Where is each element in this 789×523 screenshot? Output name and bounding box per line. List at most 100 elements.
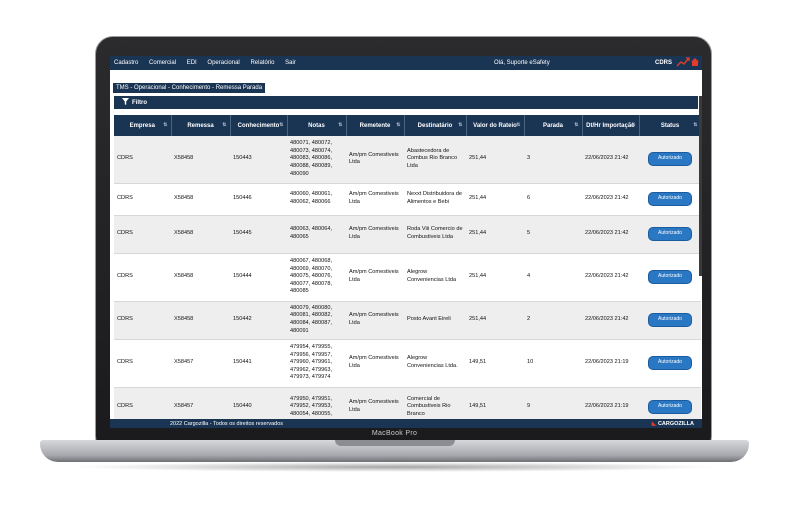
status-button[interactable]: Autorizado bbox=[648, 400, 692, 414]
scrollbar[interactable] bbox=[699, 96, 702, 276]
table-row[interactable]: CDRS X58458 150442 480079, 480080, 480081, … bbox=[114, 301, 701, 340]
breadcrumb: TMS - Operacional - Conhecimento - Remes… bbox=[113, 83, 266, 93]
sort-icon: ⇅ bbox=[222, 122, 227, 128]
menu-item-sair[interactable]: Sair bbox=[285, 60, 296, 66]
table-cell: CDRS bbox=[114, 339, 171, 388]
table-cell: 150444 bbox=[230, 253, 287, 302]
status-button[interactable]: Autorizado bbox=[648, 227, 692, 241]
table-cell: Am/pm Comestiveis Ltda bbox=[346, 339, 404, 388]
table-cell: Posto Avant Eireli bbox=[404, 301, 466, 340]
status-button[interactable]: Autorizado bbox=[648, 270, 692, 284]
table-cell: 22/06/2023 21:42 bbox=[582, 215, 639, 254]
status-button[interactable]: Autorizado bbox=[648, 356, 692, 370]
table-cell: CDRS bbox=[114, 183, 171, 216]
table-row[interactable]: CDRS X58458 150444 480067, 480068, 480069, … bbox=[114, 253, 701, 302]
table-cell: Nexxt Distribuidora de Alimentos e Bebi bbox=[404, 183, 466, 216]
table-cell: Alegrow Conveniencias Ltda. bbox=[404, 339, 466, 388]
top-navbar: Cadastro Comercial EDI Operacional Relat… bbox=[110, 56, 702, 70]
welcome-text: Olá, Suporte eSafety bbox=[494, 60, 550, 66]
table-row[interactable]: CDRS X58457 150441 479954, 479955, 479956, … bbox=[114, 339, 701, 388]
menu-item-cadastro[interactable]: Cadastro bbox=[114, 60, 139, 66]
table-cell: X58458 bbox=[171, 183, 230, 216]
shipments-table: Empresa ⇅ Remessa ⇅ Conhecimento ⇅ Notas ⇅ R… bbox=[114, 115, 702, 428]
table-cell: 480060, 480061, 480062, 480066 bbox=[287, 183, 346, 216]
table-cell: 22/06/2023 21:42 bbox=[582, 301, 639, 340]
table-cell: 150445 bbox=[230, 215, 287, 254]
screen: Cadastro Comercial EDI Operacional Relat… bbox=[110, 56, 702, 428]
main-menu: Cadastro Comercial EDI Operacional Relat… bbox=[114, 60, 305, 66]
table-cell: X58458 bbox=[171, 136, 230, 184]
table-cell: 150442 bbox=[230, 301, 287, 340]
table-cell: Autorizado bbox=[639, 339, 701, 388]
sort-icon: ⇅ bbox=[338, 122, 343, 128]
sort-icon: ⇅ bbox=[279, 122, 284, 128]
table-cell: 479954, 479955, 479956, 479957, 479960, … bbox=[287, 339, 346, 388]
column-header[interactable]: Dt/Hr Importação ⇅ bbox=[582, 115, 640, 136]
column-header[interactable]: Status ⇅ bbox=[639, 115, 702, 136]
footer: 2022 Cargozilla - Todos os direitos rese… bbox=[110, 419, 702, 428]
table-row[interactable]: CDRS X58458 150445 480063, 480064, 480065 Am… bbox=[114, 215, 701, 254]
column-header[interactable]: Valor do Rateio ⇅ bbox=[466, 115, 525, 136]
table-cell: X58457 bbox=[171, 339, 230, 388]
table-cell: 10 bbox=[524, 339, 582, 388]
table-cell: 2 bbox=[524, 301, 582, 340]
filter-bar[interactable]: Filtro bbox=[114, 96, 698, 109]
table-cell: 480071, 480072, 480073, 480074, 480083, … bbox=[287, 136, 346, 184]
column-header[interactable]: Notas ⇅ bbox=[287, 115, 347, 136]
table-cell: 3 bbox=[524, 136, 582, 184]
table-header-row: Empresa ⇅ Remessa ⇅ Conhecimento ⇅ Notas ⇅ R… bbox=[114, 115, 702, 136]
chart-icon[interactable] bbox=[676, 57, 690, 69]
table-cell: 5 bbox=[524, 215, 582, 254]
table-cell: 480079, 480080, 480081, 480082, 480084, … bbox=[287, 301, 346, 340]
table-cell: 22/06/2023 21:19 bbox=[582, 339, 639, 388]
status-button[interactable]: Autorizado bbox=[648, 192, 692, 206]
column-header[interactable]: Remessa ⇅ bbox=[171, 115, 231, 136]
table-cell: 480067, 480068, 480069, 480070, 480075, … bbox=[287, 253, 346, 302]
table-cell: Roda Viii Comercio de Combustiveis Ltda bbox=[404, 215, 466, 254]
column-header[interactable]: Destinatário ⇅ bbox=[404, 115, 467, 136]
status-button[interactable]: Autorizado bbox=[648, 313, 692, 327]
home-icon[interactable] bbox=[690, 57, 700, 69]
table-cell: Am/pm Comestiveis Ltda bbox=[346, 136, 404, 184]
column-header[interactable]: Empresa ⇅ bbox=[114, 115, 172, 136]
table-cell: Am/pm Comestiveis Ltda bbox=[346, 301, 404, 340]
menu-item-edi[interactable]: EDI bbox=[186, 60, 197, 66]
sort-icon: ⇅ bbox=[458, 122, 463, 128]
table-cell: 150441 bbox=[230, 339, 287, 388]
sort-icon: ⇅ bbox=[693, 122, 698, 128]
table-cell: Am/pm Comestiveis Ltda bbox=[346, 215, 404, 254]
table-cell: 251,44 bbox=[466, 183, 524, 216]
table-cell: 251,44 bbox=[466, 253, 524, 302]
filter-icon bbox=[122, 98, 132, 107]
table-cell: 150446 bbox=[230, 183, 287, 216]
sort-icon: ⇅ bbox=[574, 122, 579, 128]
table-cell: CDRS bbox=[114, 253, 171, 302]
table-cell: 251,44 bbox=[466, 136, 524, 184]
menu-item-operacional[interactable]: Operacional bbox=[207, 60, 240, 66]
sort-icon: ⇅ bbox=[163, 122, 168, 128]
column-header[interactable]: Remetente ⇅ bbox=[346, 115, 405, 136]
column-header[interactable]: Conhecimento ⇅ bbox=[230, 115, 288, 136]
table-cell: 22/06/2023 21:42 bbox=[582, 183, 639, 216]
table-cell: Alegrow Conveniencias Ltda bbox=[404, 253, 466, 302]
footer-brand: ◣ CARGOZILLA bbox=[652, 421, 694, 427]
sort-icon: ⇅ bbox=[631, 122, 636, 128]
table-cell: Autorizado bbox=[639, 136, 701, 184]
menu-item-relatorio[interactable]: Relatório bbox=[250, 60, 275, 66]
column-header[interactable]: Parada ⇅ bbox=[524, 115, 583, 136]
table-cell: 150443 bbox=[230, 136, 287, 184]
table-cell: 251,44 bbox=[466, 215, 524, 254]
table-cell: Am/pm Comestiveis Ltda bbox=[346, 253, 404, 302]
status-button[interactable]: Autorizado bbox=[648, 152, 692, 167]
table-cell: X58458 bbox=[171, 215, 230, 254]
table-row[interactable]: CDRS X58458 150443 480071, 480072, 480073, … bbox=[114, 136, 701, 184]
menu-item-comercial[interactable]: Comercial bbox=[149, 60, 177, 66]
table-row[interactable]: CDRS X58458 150446 480060, 480061, 480062, … bbox=[114, 183, 701, 216]
table-cell: 251,44 bbox=[466, 301, 524, 340]
table-cell: Autorizado bbox=[639, 215, 701, 254]
table-cell: Am/pm Comestiveis Ltda bbox=[346, 183, 404, 216]
table-cell: Abastecedora de Combus Rio Branco Ltda bbox=[404, 136, 466, 184]
table-cell: Autorizado bbox=[639, 253, 701, 302]
table-cell: 4 bbox=[524, 253, 582, 302]
table-cell: Autorizado bbox=[639, 301, 701, 340]
